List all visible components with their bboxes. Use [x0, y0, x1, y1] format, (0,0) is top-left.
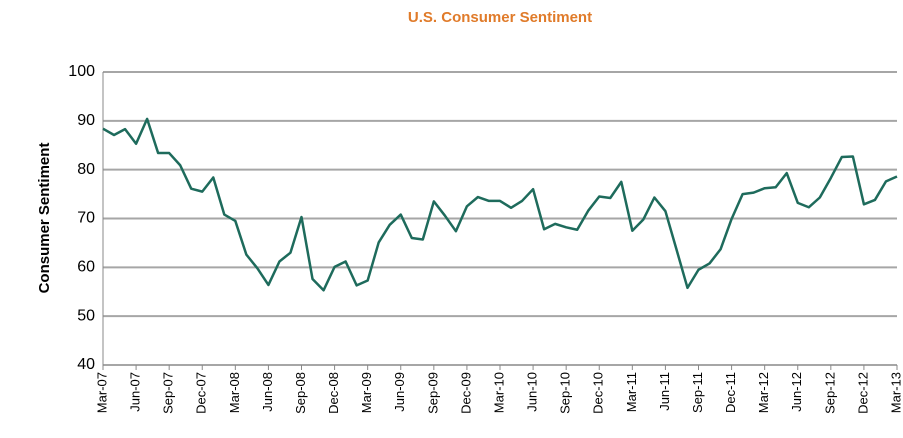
x-tick-label: Dec-10 — [591, 372, 606, 414]
x-tick-label: Jun-08 — [260, 372, 275, 412]
y-tick-label: 60 — [77, 259, 95, 276]
x-tick-label: Jun-11 — [657, 372, 672, 411]
x-tick-label: Dec-08 — [326, 372, 341, 414]
x-tick-label: Jun-09 — [392, 372, 407, 412]
x-tick-label: Mar-11 — [624, 372, 639, 412]
x-tick-label: Sep-08 — [293, 372, 308, 414]
chart-title: U.S. Consumer Sentiment — [408, 9, 592, 26]
x-tick-label: Dec-12 — [855, 372, 870, 414]
y-tick-label: 100 — [68, 63, 95, 80]
x-tick-label: Jun-12 — [789, 372, 804, 412]
y-tick-label: 90 — [77, 112, 95, 129]
y-axis-label: Consumer Sentiment — [36, 143, 53, 294]
x-tick-label: Mar-12 — [756, 372, 771, 413]
y-tick-label: 40 — [77, 356, 95, 373]
x-tick-label: Mar-07 — [94, 372, 109, 413]
x-tick-label: Mar-13 — [888, 372, 903, 413]
x-tick-label: Dec-09 — [458, 372, 473, 414]
x-tick-label: Mar-08 — [227, 372, 242, 413]
x-tick-label: Sep-10 — [558, 372, 573, 414]
x-tick-label: Mar-10 — [491, 372, 506, 413]
x-tick-label: Mar-09 — [359, 372, 374, 413]
x-tick-label: Sep-07 — [161, 372, 176, 414]
line — [102, 117, 898, 292]
x-tick-label: Dec-07 — [194, 372, 209, 414]
x-tick-label: Jun-10 — [525, 372, 540, 412]
y-tick-label: 80 — [77, 161, 95, 178]
x-tick-label: Dec-11 — [723, 372, 738, 413]
x-tick-label: Sep-11 — [690, 372, 705, 413]
x-tick-label: Sep-12 — [822, 372, 837, 414]
y-tick-label: 70 — [77, 210, 95, 227]
x-tick-label: Sep-09 — [425, 372, 440, 414]
x-tick-label: Jun-07 — [128, 372, 143, 412]
y-tick-label: 50 — [77, 307, 95, 324]
